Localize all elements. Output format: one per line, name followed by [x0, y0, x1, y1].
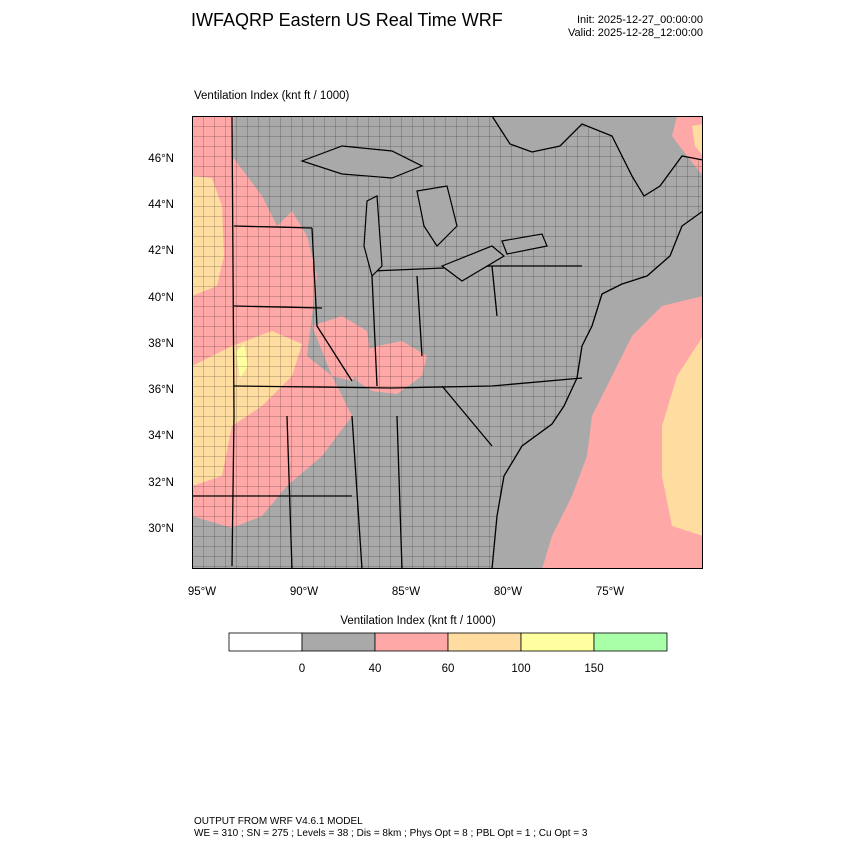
lat-label: 38°N — [148, 338, 174, 350]
legend-swatch — [593, 632, 668, 652]
lat-label: 30°N — [148, 523, 174, 535]
map-title: IWFAQRP Eastern US Real Time WRF — [191, 10, 503, 30]
lon-label: 90°W — [289, 586, 319, 598]
field-label: Ventilation Index (knt ft / 1000) — [194, 90, 350, 102]
legend-swatch — [228, 632, 303, 652]
footer-line: OUTPUT FROM WRF V4.6.1 MODEL — [194, 816, 363, 827]
legend-title: Ventilation Index (knt ft / 1000) — [340, 615, 496, 627]
legend-swatch — [520, 632, 595, 652]
great-lakes — [300, 145, 548, 282]
legend-tick: 40 — [368, 663, 382, 675]
lat-label: 32°N — [148, 477, 174, 489]
tan-region-atlantic — [662, 336, 703, 536]
pink-region-atlantic — [542, 296, 703, 569]
legend-tick: 0 — [298, 663, 306, 675]
lat-label: 44°N — [148, 199, 174, 211]
state-boundaries — [192, 116, 703, 569]
legend-swatch — [301, 632, 376, 652]
tan-region-maine — [692, 124, 703, 156]
lat-label: 36°N — [148, 384, 174, 396]
lon-label: 75°W — [595, 586, 625, 598]
lon-label: 80°W — [493, 586, 523, 598]
lon-label: 95°W — [187, 586, 217, 598]
lon-label: 85°W — [391, 586, 421, 598]
lat-label: 46°N — [148, 153, 174, 165]
valid-time: Valid: 2025-12-28_12:00:00 — [568, 27, 703, 39]
legend-swatch — [447, 632, 522, 652]
legend-tick: 150 — [584, 663, 604, 675]
map-border — [192, 116, 703, 569]
color-legend — [228, 632, 668, 652]
lat-label: 34°N — [148, 430, 174, 442]
legend-swatch — [374, 632, 449, 652]
map-plot — [192, 116, 703, 569]
init-time: Init: 2025-12-27_00:00:00 — [577, 14, 703, 26]
footer-line: WE = 310 ; SN = 275 ; Levels = 38 ; Dis … — [194, 828, 588, 839]
lat-label: 42°N — [148, 245, 174, 257]
legend-tick: 100 — [511, 663, 531, 675]
legend-tick: 60 — [441, 663, 455, 675]
time-info: Init: 2025-12-27_00:00:00 Valid: 2025-12… — [568, 14, 703, 40]
model-footer: OUTPUT FROM WRF V4.6.1 MODEL WE = 310 ; … — [194, 816, 587, 840]
lat-label: 40°N — [148, 292, 174, 304]
